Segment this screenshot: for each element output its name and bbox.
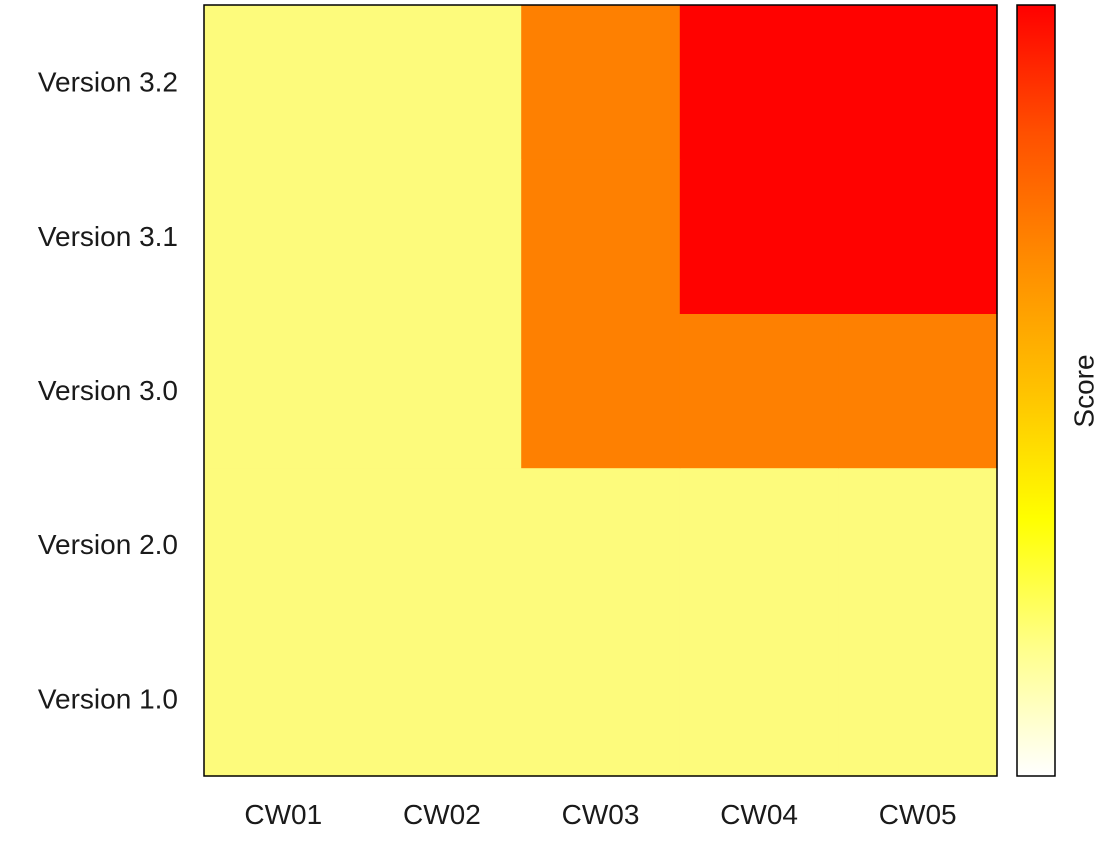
x-tick-labels: CW01 CW02 CW03 CW04 CW05 bbox=[244, 799, 956, 830]
heatmap-cell-version-2.0-cw05 bbox=[838, 467, 998, 623]
y-tick-label: Version 3.1 bbox=[38, 221, 178, 252]
heatmap-cell-version-3.1-cw01 bbox=[204, 159, 364, 314]
heatmap-cell-version-3.0-cw04 bbox=[679, 313, 839, 469]
heatmap-cell-version-1.0-cw03 bbox=[521, 621, 681, 777]
heatmap-cell-version-3.0-cw02 bbox=[362, 313, 522, 469]
heatmap-cell-version-3.1-cw02 bbox=[362, 159, 522, 314]
x-tick-label: CW01 bbox=[244, 799, 322, 830]
y-tick-labels: Version 1.0 Version 2.0 Version 3.0 Version… bbox=[38, 67, 178, 715]
colorbar bbox=[1016, 4, 1056, 777]
y-tick-label: Version 1.0 bbox=[38, 683, 178, 714]
y-tick-label: Version 3.0 bbox=[38, 375, 178, 406]
heatmap-cell-version-3.2-cw05 bbox=[838, 5, 998, 160]
heatmap-cell-version-3.1-cw05 bbox=[838, 159, 998, 314]
heatmap-cell-version-3.0-cw05 bbox=[838, 313, 998, 469]
heatmap-cell-version-3.2-cw01 bbox=[204, 5, 364, 160]
heatmap-cell-version-3.2-cw04 bbox=[679, 5, 839, 160]
x-tick-label: CW03 bbox=[562, 799, 640, 830]
heatmap-cell-version-1.0-cw04 bbox=[679, 621, 839, 777]
heatmap-cell-version-2.0-cw02 bbox=[362, 467, 522, 623]
heatmap-cell-version-1.0-cw02 bbox=[362, 621, 522, 777]
heatmap-cell-version-2.0-cw04 bbox=[679, 467, 839, 623]
heatmap-cell-version-3.0-cw03 bbox=[521, 313, 681, 469]
x-tick-label: CW05 bbox=[879, 799, 957, 830]
heatmap-cell-version-2.0-cw01 bbox=[204, 467, 364, 623]
heatmap-cell-version-3.0-cw01 bbox=[204, 313, 364, 469]
heatmap-cell-version-3.1-cw03 bbox=[521, 159, 681, 314]
x-tick-label: CW04 bbox=[720, 799, 798, 830]
plot-frame bbox=[203, 4, 998, 777]
heatmap-cell-version-3.2-cw02 bbox=[362, 5, 522, 160]
x-tick-label: CW02 bbox=[403, 799, 481, 830]
heatmap-cell-version-2.0-cw03 bbox=[521, 467, 681, 623]
y-tick-label: Version 3.2 bbox=[38, 67, 178, 98]
heatmap-cell-version-3.2-cw03 bbox=[521, 5, 681, 160]
heatmap-cell-version-1.0-cw05 bbox=[838, 621, 998, 777]
heatmap-cell-version-3.1-cw04 bbox=[679, 159, 839, 314]
colorbar-label: Score bbox=[1069, 354, 1094, 427]
heatmap-cell-version-1.0-cw01 bbox=[204, 621, 364, 777]
y-tick-label: Version 2.0 bbox=[38, 529, 178, 560]
heatmap-cells bbox=[204, 5, 998, 777]
